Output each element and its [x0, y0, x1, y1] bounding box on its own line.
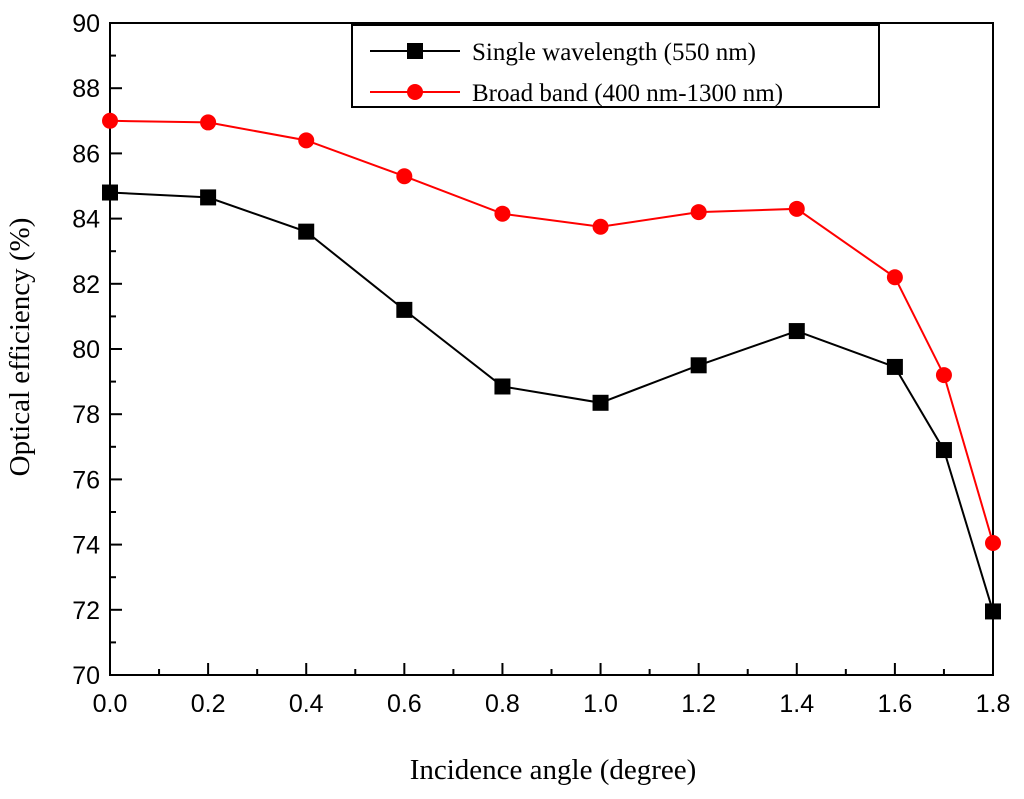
legend-box	[351, 24, 880, 108]
y-tick-label: 70	[72, 662, 100, 690]
y-tick-label: 80	[72, 336, 100, 364]
data-point-circle	[935, 367, 952, 384]
y-tick-label: 78	[72, 401, 100, 429]
data-point-circle	[494, 205, 511, 222]
data-point-circle	[200, 114, 217, 131]
data-point-square	[592, 394, 609, 411]
x-tick-label: 0.0	[93, 690, 128, 718]
data-point-square	[985, 603, 1001, 620]
legend-label-broad: Broad band (400 nm-1300 nm)	[472, 80, 783, 107]
data-point-square	[200, 189, 217, 206]
x-tick-label: 0.8	[485, 690, 520, 718]
series-line	[109, 191, 994, 612]
y-tick-label: 88	[72, 75, 100, 103]
x-tick-label: 1.8	[976, 690, 1011, 718]
y-tick-label: 90	[72, 10, 100, 38]
x-tick-label: 1.4	[779, 690, 814, 718]
data-point-square	[935, 442, 952, 459]
plot-frame	[109, 22, 994, 676]
data-point-square	[690, 357, 707, 374]
data-point-circle	[298, 132, 315, 149]
data-point-circle	[396, 168, 413, 185]
data-point-circle	[985, 534, 1001, 551]
y-tick-label: 76	[72, 466, 100, 494]
y-tick-label: 74	[72, 532, 100, 560]
data-point-circle	[886, 269, 903, 286]
legend: Single wavelength (550 nm) Broad band (4…	[351, 24, 880, 108]
x-tick-label: 1.0	[583, 690, 618, 718]
series-layer	[102, 112, 1001, 620]
data-point-square	[788, 323, 805, 340]
series-line	[109, 119, 994, 544]
y-tick-label: 72	[72, 597, 100, 625]
legend-marker-single	[407, 43, 423, 59]
y-axis-title: Optical efficiency (%)	[4, 218, 36, 477]
y-tick-label: 86	[72, 140, 100, 168]
x-tick-label: 1.2	[681, 690, 716, 718]
data-point-square	[396, 301, 413, 318]
data-point-circle	[788, 200, 805, 217]
data-point-circle	[102, 112, 118, 129]
x-tick-label: 0.6	[387, 690, 422, 718]
y-tick-label: 84	[72, 206, 100, 234]
y-tick-label: 82	[72, 271, 100, 299]
legend-label-single: Single wavelength (550 nm)	[472, 39, 756, 66]
series-single-wavelength	[102, 184, 1001, 620]
data-point-circle	[690, 204, 707, 221]
data-point-square	[494, 378, 511, 395]
data-point-square	[886, 358, 903, 375]
x-axis-title: Incidence angle (degree)	[410, 754, 697, 786]
x-tick-label: 0.4	[289, 690, 324, 718]
data-point-circle	[592, 218, 609, 235]
x-tick-label: 0.2	[191, 690, 226, 718]
data-point-square	[298, 223, 315, 240]
legend-marker-broad	[407, 84, 423, 100]
data-point-square	[102, 184, 118, 201]
series-broad-band	[102, 112, 1001, 551]
x-tick-label: 1.6	[878, 690, 913, 718]
axes: 0.0 0.2 0.4 0.6 0.8 1.0 1.2 1.4 1.6 1.8 70 72 74 76 78…	[72, 10, 1010, 718]
